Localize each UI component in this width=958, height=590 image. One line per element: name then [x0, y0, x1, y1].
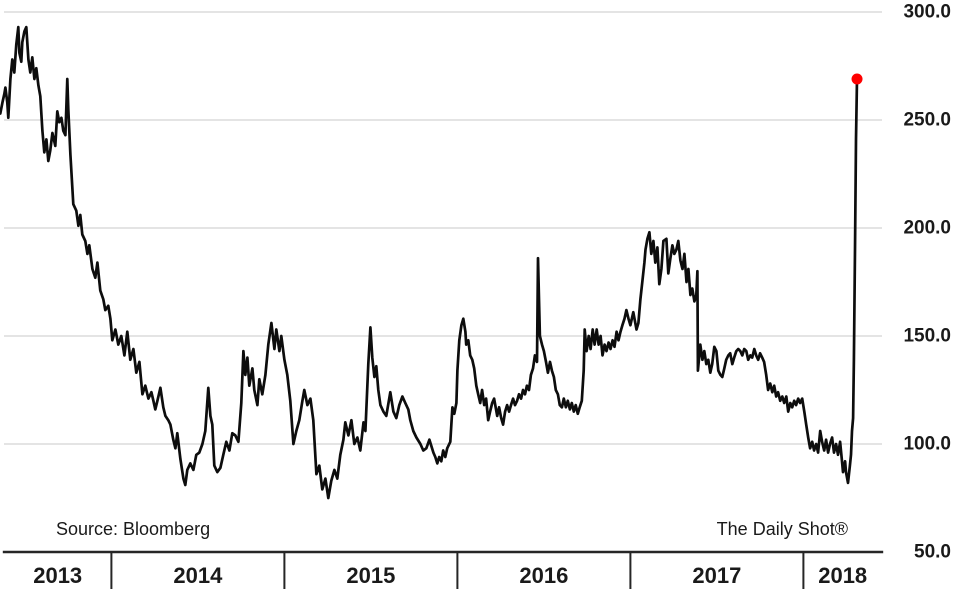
y-axis-label: 150.0 — [903, 326, 951, 347]
y-axis-label: 50.0 — [914, 542, 951, 563]
x-axis-label: 2014 — [173, 563, 223, 588]
x-axis-label: 2017 — [692, 563, 741, 588]
y-axis-label: 200.0 — [903, 218, 951, 239]
y-axis-label: 100.0 — [903, 434, 951, 455]
x-axis-label: 2013 — [33, 563, 82, 588]
series-line — [0, 25, 859, 500]
x-axis-label: 2015 — [346, 563, 395, 588]
source-label: Source: Bloomberg — [56, 519, 211, 539]
credit-label: The Daily Shot® — [716, 519, 848, 539]
x-axis-label: 2018 — [818, 563, 867, 588]
x-axis-label: 2016 — [519, 563, 568, 588]
end-marker-dot — [851, 73, 863, 85]
y-axis-label: 250.0 — [903, 110, 951, 131]
y-axis-label: 300.0 — [903, 2, 951, 23]
